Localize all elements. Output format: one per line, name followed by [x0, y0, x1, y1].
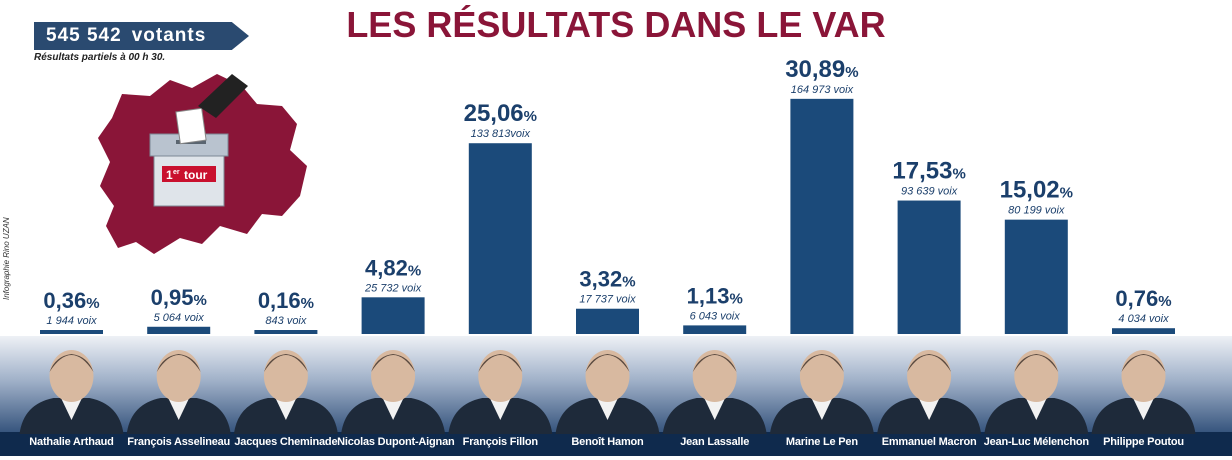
- candidate-photo-7: [769, 350, 874, 434]
- bar-10: [1112, 328, 1175, 334]
- bar-1: [147, 326, 211, 334]
- votes-label-10: 4 034 voix: [1118, 313, 1169, 325]
- candidate-name-1: François Asselineau: [127, 436, 231, 448]
- candidate-photo-2: [233, 350, 338, 434]
- percent-label-7: 30,89%: [785, 56, 858, 83]
- bar-3: [361, 297, 425, 334]
- var-map-illustration: 1 er tour: [98, 74, 307, 254]
- candidate-photo-10: [1091, 350, 1196, 434]
- candidate-name-6: Jean Lassalle: [680, 436, 750, 448]
- voters-badge: 545 542 votants: [34, 22, 249, 50]
- partial-results-note: Résultats partiels à 00 h 30.: [34, 52, 166, 63]
- candidate-name-band: [0, 432, 1232, 456]
- bar-7: [790, 98, 854, 334]
- ballot-box-icon: 1 er tour: [149, 74, 248, 207]
- bar-9: [1004, 219, 1068, 334]
- percent-label-1: 0,95%: [151, 285, 207, 310]
- percent-label-5: 3,32%: [579, 267, 635, 292]
- votes-label-4: 133 813voix: [471, 128, 531, 140]
- candidate-name-4: François Fillon: [462, 436, 538, 448]
- candidate-photo-3: [341, 350, 446, 434]
- bar-8: [897, 200, 961, 334]
- voters-count: 545 542: [46, 25, 122, 46]
- voters-label: votants: [131, 25, 207, 46]
- candidate-photo-0: [19, 350, 124, 434]
- votes-label-9: 80 199 voix: [1008, 205, 1065, 217]
- percent-label-0: 0,36%: [43, 288, 99, 313]
- votes-label-8: 93 639 voix: [901, 186, 958, 198]
- candidate-name-10: Philippe Poutou: [1103, 436, 1184, 448]
- votes-label-3: 25 732 voix: [364, 282, 422, 294]
- candidate-photo-8: [877, 350, 982, 434]
- bar-0: [40, 330, 103, 334]
- votes-label-5: 17 737 voix: [579, 294, 636, 306]
- percent-label-9: 15,02%: [1000, 177, 1073, 204]
- votes-label-2: 843 voix: [265, 315, 306, 327]
- votes-label-6: 6 043 voix: [690, 310, 741, 322]
- candidate-photo-1: [126, 350, 231, 434]
- bar-2: [254, 330, 318, 334]
- percent-label-3: 4,82%: [365, 255, 421, 280]
- votes-label-7: 164 973 voix: [791, 84, 854, 96]
- candidate-name-8: Emmanuel Macron: [881, 436, 977, 448]
- ballot-label-word: tour: [184, 168, 208, 182]
- candidate-photo-9: [984, 350, 1089, 434]
- candidate-name-7: Marine Le Pen: [785, 436, 858, 448]
- bar-5: [576, 308, 639, 334]
- bar-6: [683, 325, 747, 334]
- candidate-photo-6: [662, 350, 767, 434]
- ballot-label-number: 1: [166, 168, 173, 182]
- candidate-name-9: Jean-Luc Mélenchon: [983, 436, 1089, 448]
- bar-4: [468, 143, 532, 334]
- votes-label-0: 1 944 voix: [46, 315, 97, 327]
- percent-label-6: 1,13%: [687, 283, 743, 308]
- candidate-name-3: Nicolas Dupont-Aignan: [337, 436, 455, 448]
- percent-label-2: 0,16%: [258, 288, 314, 313]
- chart-title: LES RÉSULTATS DANS LE VAR: [346, 4, 886, 45]
- votes-label-1: 5 064 voix: [154, 312, 205, 324]
- percent-label-10: 0,76%: [1115, 286, 1171, 311]
- percent-label-4: 25,06%: [464, 100, 537, 127]
- percent-label-8: 17,53%: [892, 158, 965, 185]
- ballot-label-sup: er: [173, 169, 180, 176]
- candidate-photo-5: [555, 350, 660, 434]
- candidate-photo-4: [448, 350, 553, 434]
- candidate-name-2: Jacques Cheminade: [234, 436, 338, 448]
- candidate-name-0: Nathalie Arthaud: [29, 436, 114, 448]
- candidate-name-5: Benoît Hamon: [571, 436, 644, 448]
